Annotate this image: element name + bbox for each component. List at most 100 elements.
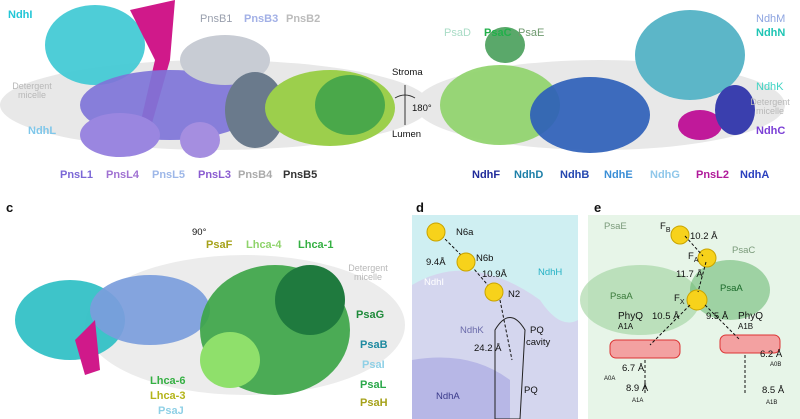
psi-density-right — [440, 65, 560, 145]
label-a1a-bottom: A1A — [632, 398, 644, 404]
fa-cluster — [697, 248, 717, 268]
n6b-cluster — [456, 252, 476, 272]
top-left-structure — [0, 0, 430, 158]
label-ndhg: NdhG — [650, 169, 680, 181]
label-pnsl5: PnsL5 — [152, 169, 186, 181]
n6a-cluster — [426, 222, 446, 242]
label-pq: PQ — [524, 385, 538, 396]
ndh-membrane-c — [90, 275, 210, 345]
label-pnsl1: PnsL1 — [60, 169, 94, 181]
label-ndhm: NdhM — [756, 13, 786, 25]
label-lhca1: Lhca-1 — [298, 239, 334, 251]
psi-core-top — [315, 75, 385, 135]
label-dist-8-9: 8.9 Å — [626, 383, 649, 394]
label-pnsl4: PnsL4 — [106, 169, 140, 181]
fx-cluster — [686, 289, 708, 311]
label-lumen: Lumen — [392, 129, 422, 140]
label-psal: PsaL — [360, 379, 387, 391]
label-psah: PsaH — [360, 397, 388, 409]
label-psac-e: PsaC — [732, 245, 756, 256]
label-dist-11-7: 11.7 Å — [676, 269, 703, 280]
panel-e-graphic — [580, 215, 800, 419]
label-lhca4: Lhca-4 — [246, 239, 282, 251]
label-fb: FB — [660, 221, 671, 234]
psac-density — [485, 27, 525, 63]
lhca-density — [200, 332, 260, 388]
phyq-a1a-ring — [609, 339, 681, 359]
label-ndhk-d: NdhK — [460, 325, 484, 336]
label-pnsb5: PnsB5 — [283, 169, 318, 181]
label-ndhd: NdhD — [514, 169, 544, 181]
label-pnsl2: PnsL2 — [696, 169, 730, 181]
label-dist-10-2: 10.2 Å — [690, 231, 718, 242]
label-phyq-a1a: PhyQ A1A — [618, 311, 644, 331]
label-ndhk: NdhK — [756, 81, 784, 93]
label-pq-cavity-2: cavity — [526, 337, 551, 348]
label-lhca6: Lhca-6 — [150, 375, 186, 387]
panel-c-structure — [15, 255, 405, 395]
label-dist-9-4: 9.4Å — [426, 257, 446, 268]
label-rotation-angle: 180° — [412, 103, 432, 114]
label-dist-9-5: 9.5 Å — [706, 311, 729, 322]
label-panel-c-angle: 90° — [192, 227, 207, 238]
label-a0b: A0B — [770, 362, 782, 368]
label-pnsb4: PnsB4 — [238, 169, 273, 181]
label-phyq-a1b: PhyQ A1B — [738, 311, 764, 331]
label-fx: FX — [674, 293, 685, 306]
label-dist-6-2: 6.2 Å — [760, 349, 783, 360]
label-psag: PsaG — [356, 309, 385, 321]
label-ndhn: NdhN — [756, 27, 786, 39]
ndh-hydrophilic-arm — [635, 10, 745, 100]
label-dist-10-5: 10.5 Å — [652, 311, 680, 322]
label-ndhb: NdhB — [560, 169, 590, 181]
label-pnsb3: PnsB3 — [244, 13, 279, 25]
pnsl3-density — [180, 122, 220, 158]
label-lhca3: Lhca-3 — [150, 390, 186, 402]
label-ndhi-d: NdhI — [424, 277, 445, 288]
rotation-arrow — [394, 85, 416, 125]
ndh-membrane-right — [530, 77, 650, 153]
label-n6b: N6b — [476, 253, 494, 264]
label-dist-10-9: 10.9Å — [482, 269, 507, 280]
magenta-helix-c — [75, 320, 100, 375]
label-psaa-left: PsaA — [610, 291, 633, 302]
label-pq-cavity-1: PQ — [530, 325, 544, 336]
panel-c-letter: c — [6, 200, 14, 215]
pnsl1-density — [80, 113, 160, 157]
label-psae-e: PsaE — [604, 221, 627, 232]
top-right-structure — [415, 10, 785, 153]
label-psaj: PsaJ — [158, 405, 184, 417]
phyq-a1b-ring — [719, 334, 781, 354]
panel-d-graphic — [412, 215, 578, 419]
label-n6a: N6a — [456, 227, 474, 238]
label-micelle-left: Detergent micelle — [12, 81, 52, 100]
label-dist-8-5: 8.5 Å — [762, 385, 785, 396]
psaa-left-region — [580, 265, 700, 335]
label-pnsb1: PnsB1 — [200, 13, 233, 25]
label-ndhl: NdhL — [28, 125, 57, 137]
psab-density — [275, 265, 345, 335]
label-fa: FA — [688, 251, 699, 264]
label-ndhf: NdhF — [472, 169, 501, 181]
label-pnsl3: PnsL3 — [198, 169, 232, 181]
label-dist-6-7: 6.7 Å — [622, 363, 645, 374]
label-psad: PsaD — [444, 27, 471, 39]
label-ndhi: NdhI — [8, 9, 33, 21]
label-ndha-d: NdhA — [436, 391, 460, 402]
label-ndhc: NdhC — [756, 125, 786, 137]
ndha-density — [715, 85, 755, 135]
label-n2: N2 — [508, 289, 521, 300]
pnsl2-density — [678, 110, 722, 140]
label-dist-24-2: 24.2 Å — [474, 343, 502, 354]
label-psac: PsaC — [484, 27, 512, 39]
ndhi-density — [45, 5, 145, 85]
label-psai: PsaI — [362, 359, 385, 371]
label-ndhe: NdhE — [604, 169, 633, 181]
label-psaf: PsaF — [206, 239, 233, 251]
pq-cavity-outline — [494, 317, 526, 419]
label-psab: PsaB — [360, 339, 388, 351]
label-psaa-right: PsaA — [720, 283, 743, 294]
panel-d-letter: d — [416, 200, 424, 215]
label-ndhh: NdhH — [538, 267, 563, 278]
